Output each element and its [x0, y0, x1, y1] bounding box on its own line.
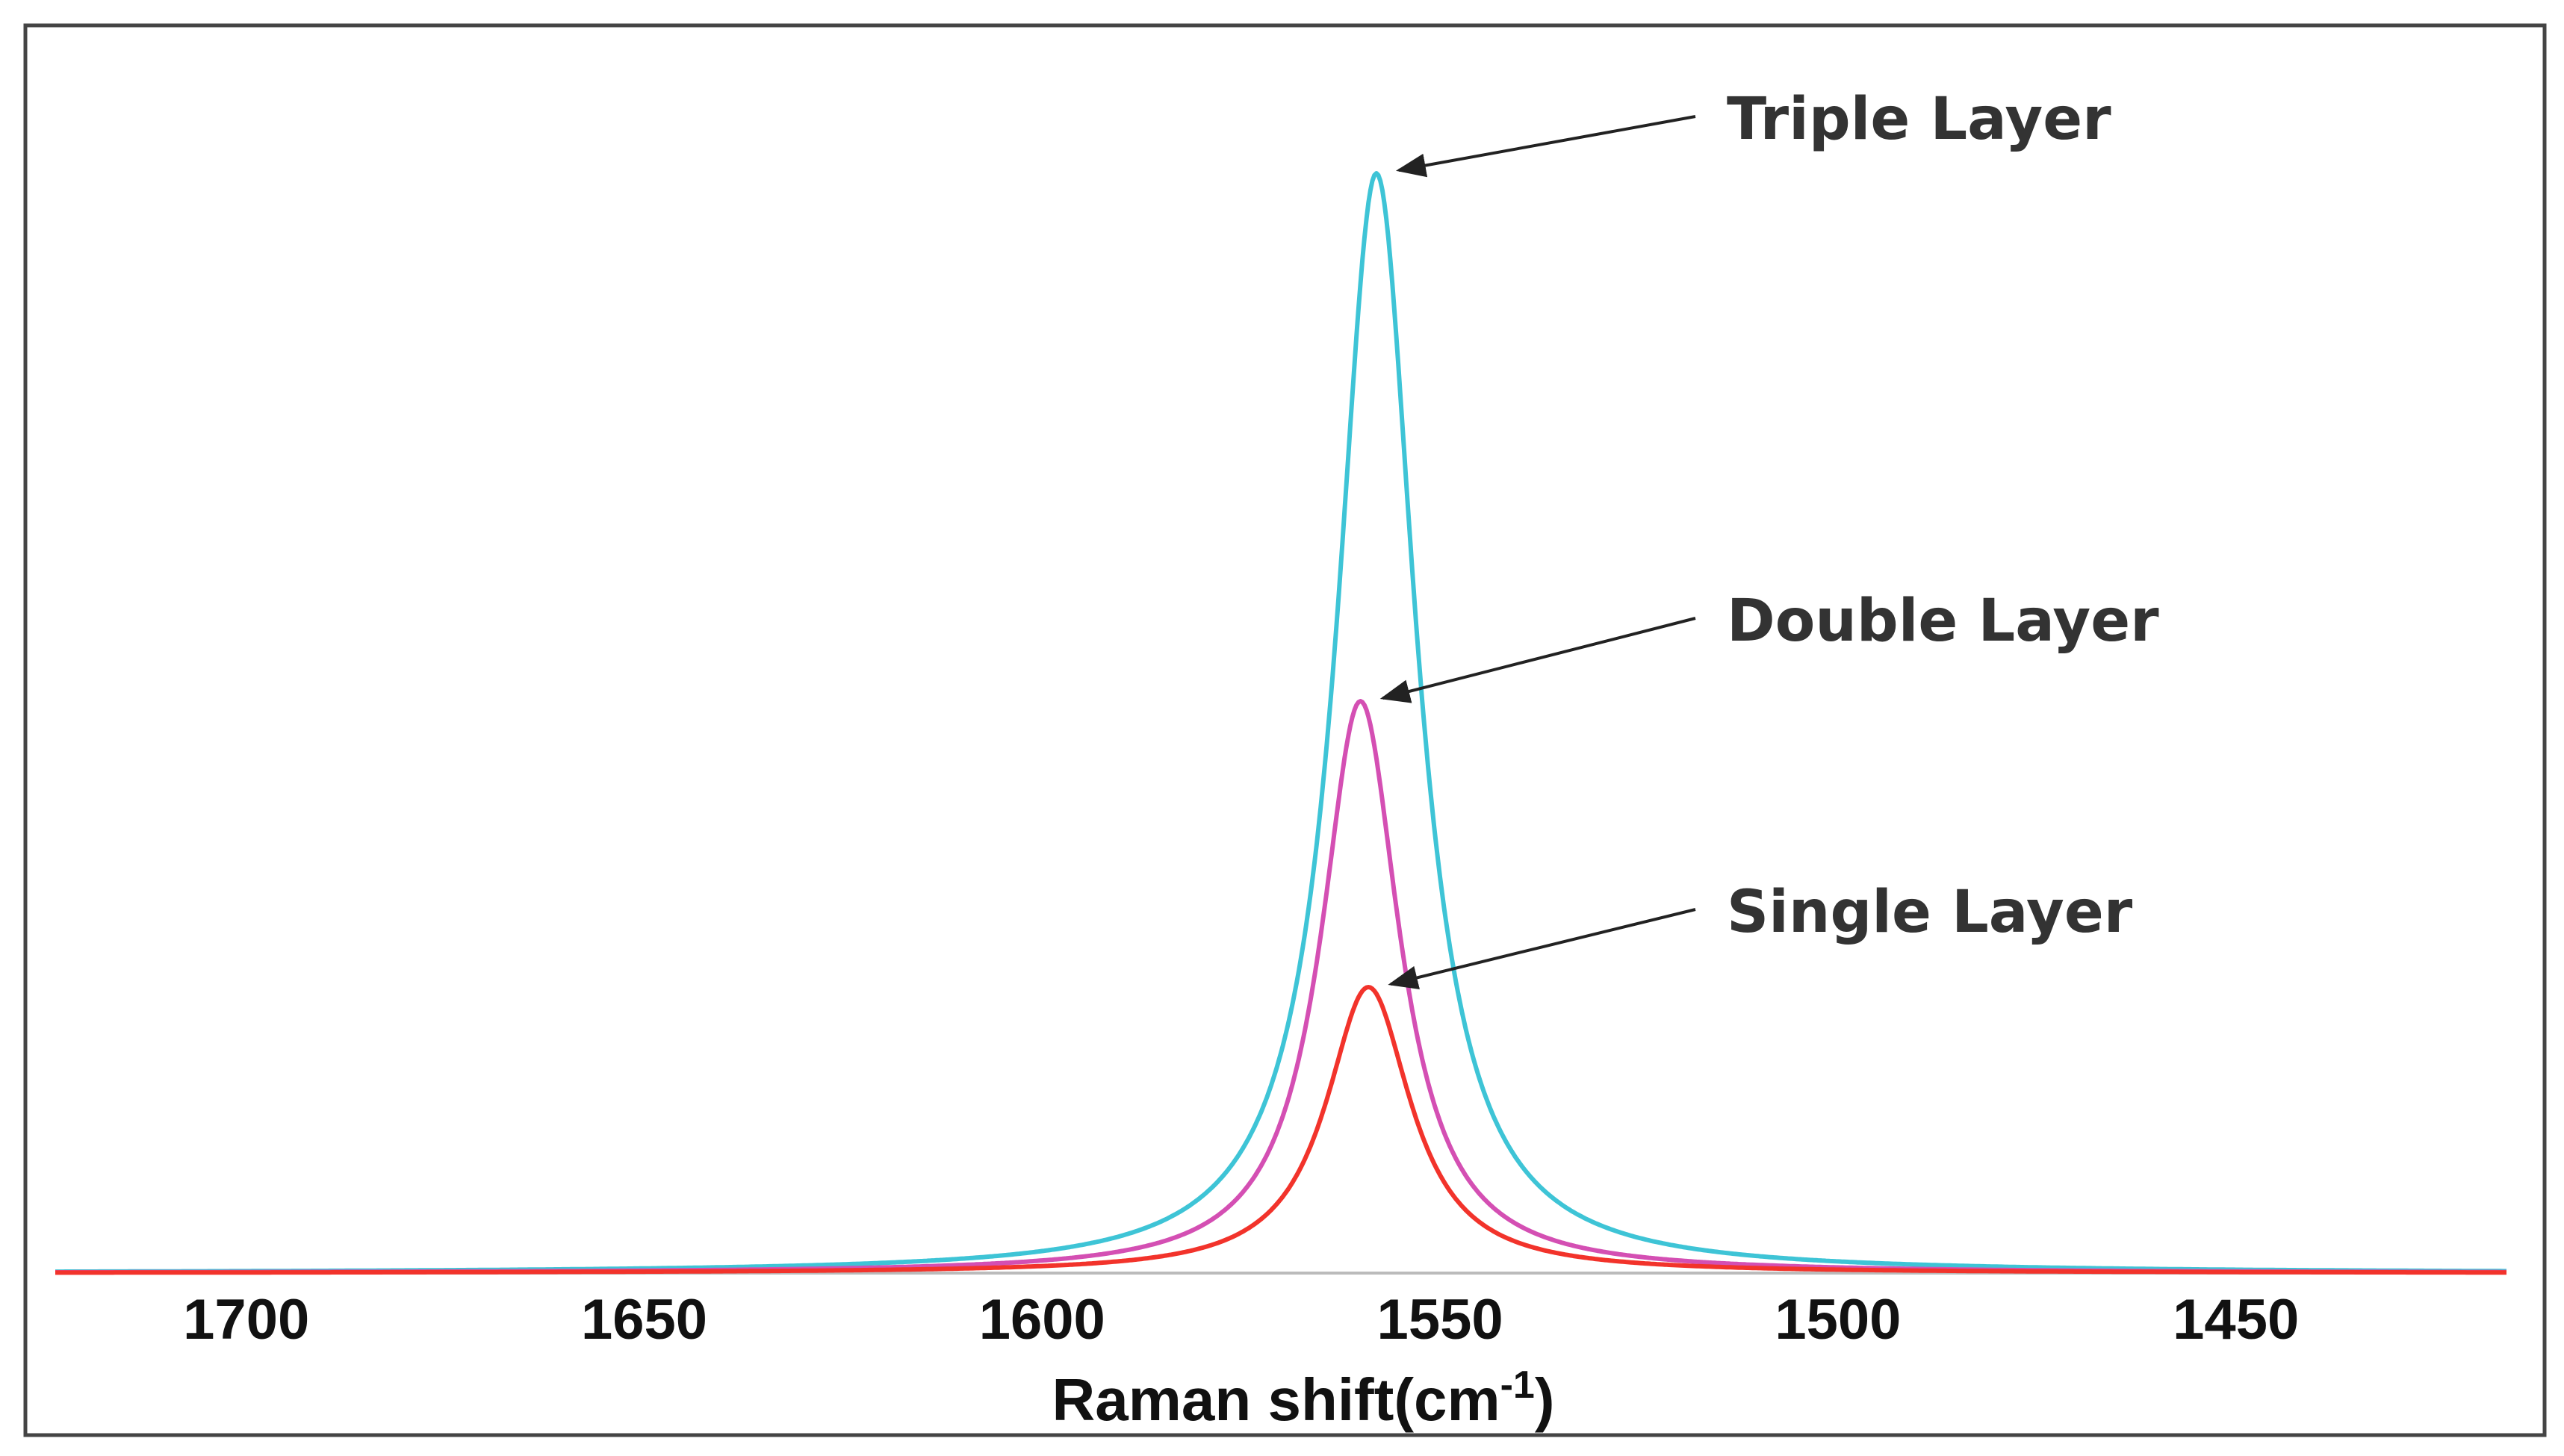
annotations: Triple Layer Double Layer Single Layer: [1727, 86, 2159, 946]
x-tick-label: 1600: [979, 1288, 1105, 1351]
annotation-arrows: [1379, 115, 1696, 989]
annotation-label: Triple Layer: [1727, 86, 2111, 153]
x-tick-label: 1500: [1775, 1288, 1901, 1351]
x-tick-label: 1550: [1377, 1288, 1503, 1351]
annotation-arrow: [1388, 908, 1696, 989]
chart-frame: [23, 23, 2547, 1437]
annotation-arrow: [1379, 617, 1696, 703]
x-axis-ticks: 1700 1650 1600 1550 1500 1450: [183, 1288, 2299, 1351]
annotation-label: Double Layer: [1727, 588, 2159, 655]
annotation-label: Single Layer: [1727, 879, 2133, 946]
annotation-arrow: [1395, 115, 1696, 178]
x-tick-label: 1700: [183, 1288, 309, 1351]
x-tick-label: 1450: [2173, 1288, 2299, 1351]
x-tick-label: 1650: [581, 1288, 707, 1351]
series-line-single-layer: [55, 985, 2507, 1275]
x-axis-title: Raman shift(cm-1): [1052, 1363, 1554, 1433]
series-curves: [55, 171, 2507, 1275]
